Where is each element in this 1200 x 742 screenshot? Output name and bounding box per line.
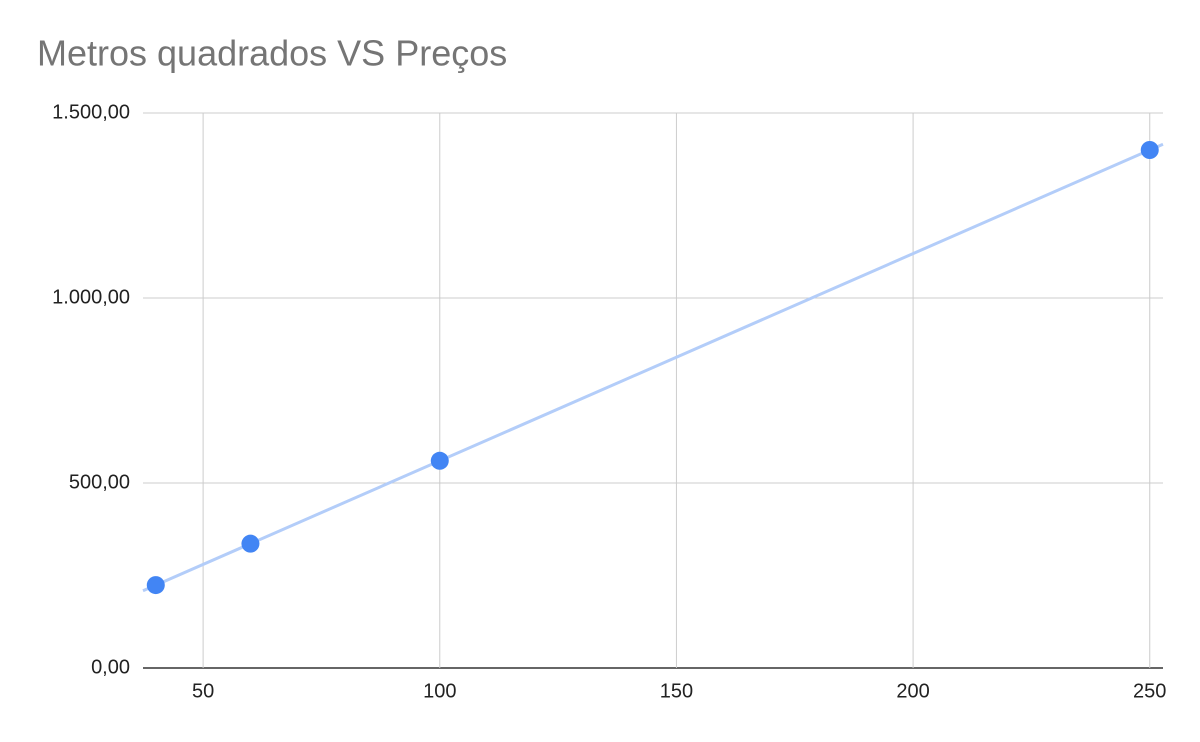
y-tick-label: 500,00 — [69, 471, 130, 493]
y-tick-label: 1.500,00 — [52, 101, 130, 123]
point — [1140, 141, 1159, 159]
x-tick-label: 250 — [1133, 680, 1166, 702]
x-tick-label: 100 — [423, 680, 456, 702]
y-tick-label: 1.000,00 — [52, 286, 130, 308]
point — [241, 534, 260, 553]
point — [430, 451, 449, 470]
x-tick-label: 150 — [660, 680, 693, 702]
trendline — [142, 142, 1164, 593]
x-tick-label: 200 — [896, 680, 929, 702]
chart-title: Metros quadrados VS Preços — [37, 33, 507, 74]
x-tick-label: 50 — [192, 680, 214, 702]
point — [146, 576, 165, 595]
y-tick-label: 0,00 — [91, 656, 130, 678]
